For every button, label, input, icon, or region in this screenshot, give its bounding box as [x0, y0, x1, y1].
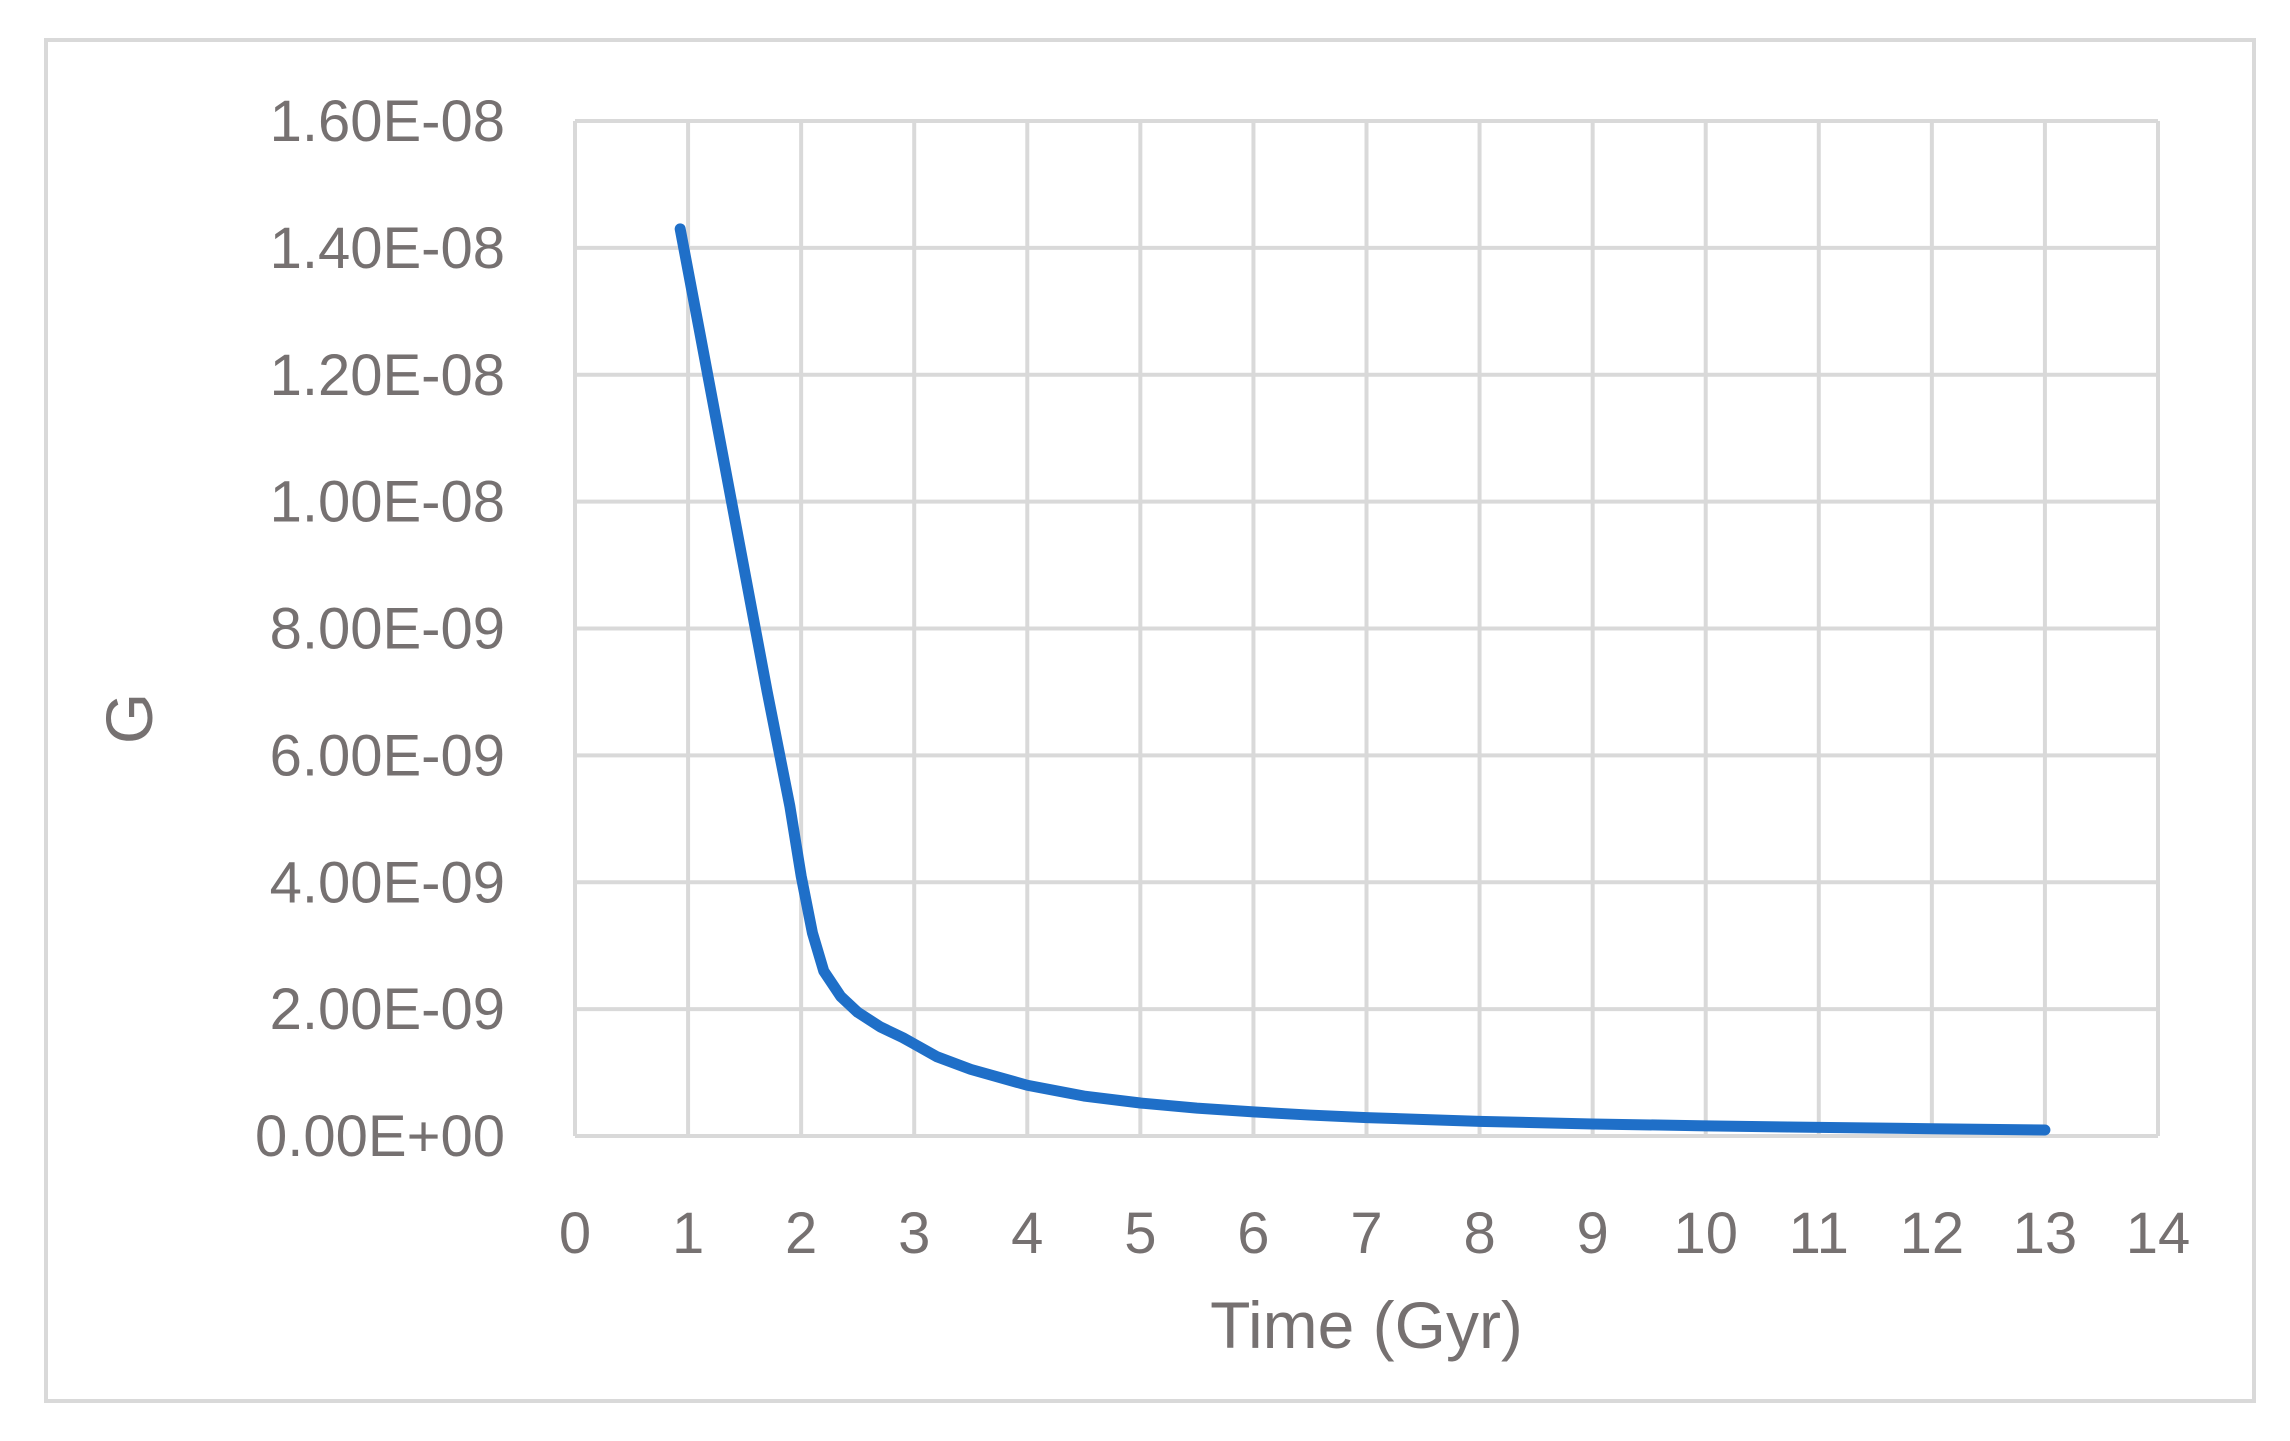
x-tick-label: 12: [1900, 1201, 1965, 1266]
x-tick-label: 8: [1463, 1201, 1495, 1266]
x-tick-label: 2: [785, 1201, 817, 1266]
x-tick-label: 7: [1350, 1201, 1382, 1266]
y-tick-label: 1.40E-08: [270, 216, 505, 281]
y-tick-label: 1.00E-08: [270, 470, 505, 535]
y-tick-label: 4.00E-09: [270, 850, 505, 915]
x-tick-label: 6: [1237, 1201, 1269, 1266]
y-tick-label: 0.00E+00: [255, 1104, 505, 1169]
x-tick-label: 14: [2126, 1201, 2191, 1266]
y-tick-label: 1.60E-08: [270, 89, 505, 154]
y-axis-title: G: [92, 693, 166, 744]
grid-layer: [573, 119, 2160, 1138]
x-tick-label: 4: [1011, 1201, 1043, 1266]
y-tick-label: 1.20E-08: [270, 343, 505, 408]
x-tick-label: 9: [1577, 1201, 1609, 1266]
x-axis-title: Time (Gyr): [1210, 1288, 1523, 1362]
x-tick-labels: 0 1 2 3 4 5 6 7 8 9 10 11 12 13 14: [559, 1201, 2190, 1266]
chart-frame: [44, 38, 2256, 1403]
y-tick-labels: 0.00E+00 2.00E-09 4.00E-09 6.00E-09 8.00E-09…: [255, 89, 505, 1169]
x-tick-label: 1: [672, 1201, 704, 1266]
y-tick-label: 8.00E-09: [270, 597, 505, 662]
series-layer: [674, 223, 2051, 1136]
x-tick-label: 0: [559, 1201, 591, 1266]
x-tick-label: 5: [1124, 1201, 1156, 1266]
x-tick-label: 10: [1673, 1201, 1738, 1266]
x-tick-label: 11: [1789, 1201, 1849, 1266]
x-tick-label: 3: [898, 1201, 930, 1266]
x-tick-label: 13: [2013, 1201, 2078, 1266]
series-line: [674, 223, 2051, 1136]
y-tick-label: 6.00E-09: [270, 723, 505, 788]
y-tick-label: 2.00E-09: [270, 977, 505, 1042]
